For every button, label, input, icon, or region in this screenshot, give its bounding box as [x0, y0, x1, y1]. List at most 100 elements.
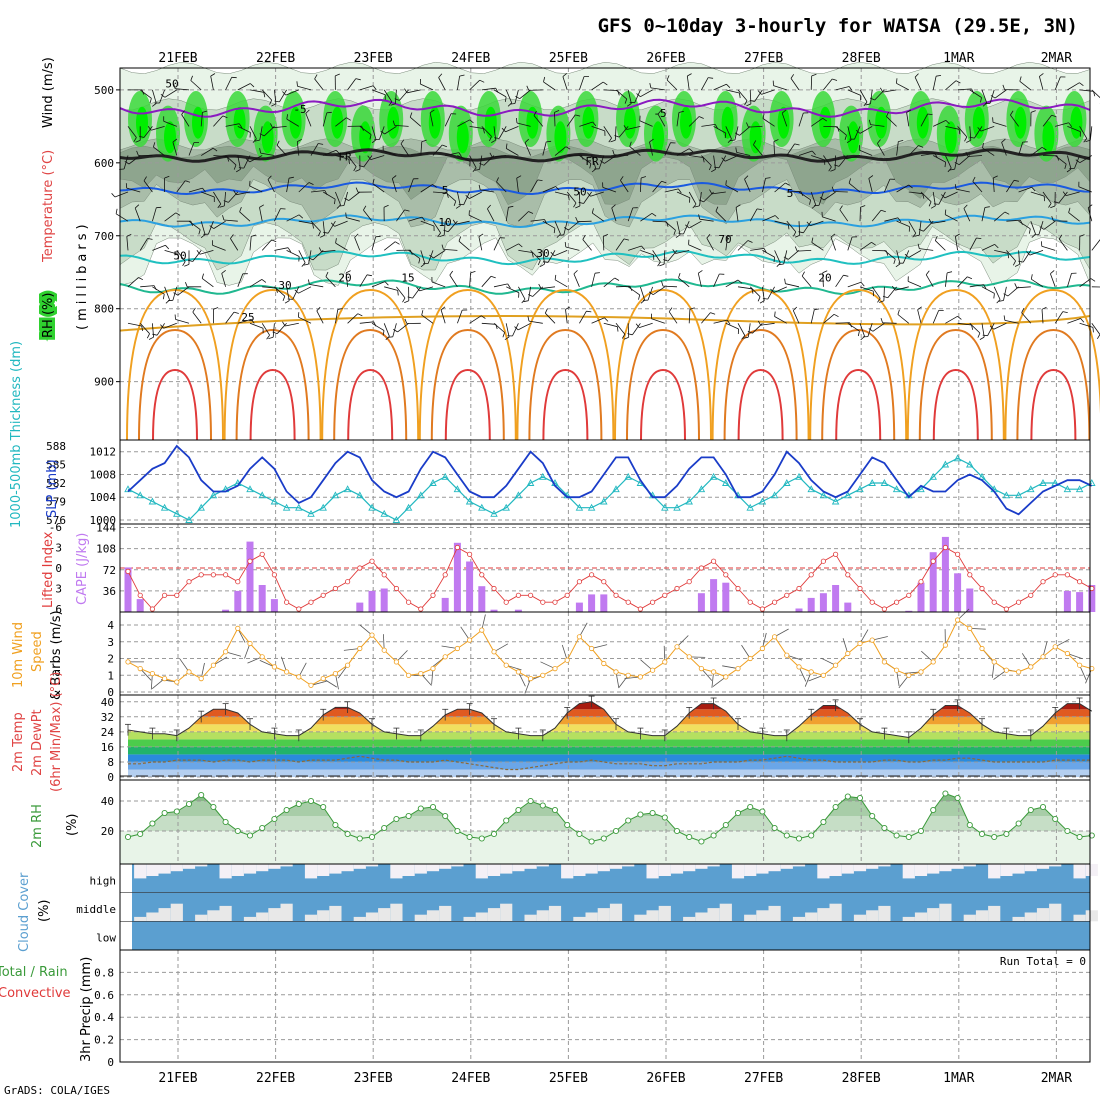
upper-air-ylabel: RH (%) Temperature (°C) Wind (m/s) (mill… — [38, 57, 90, 341]
wind-barb — [945, 80, 957, 91]
wind-barb-flag — [860, 205, 866, 208]
wind-barb-flag — [458, 152, 462, 158]
wind-barb — [834, 155, 836, 170]
surface-wind-barb — [842, 638, 849, 654]
wind-barb — [678, 277, 690, 288]
wind-barb-flag — [524, 138, 529, 143]
wind-barb — [626, 125, 641, 130]
wind-barb-flag — [164, 175, 170, 179]
surface-wind-barb — [179, 658, 190, 673]
very-high-rh-patch — [192, 106, 204, 139]
rh-point — [307, 797, 315, 805]
wind-speed-point — [210, 662, 216, 668]
high-cloud-gap — [744, 864, 757, 876]
wind-barb-flag — [710, 312, 716, 315]
temperature-tick-label: 32 — [101, 711, 114, 724]
contour-label: 25 — [241, 311, 254, 324]
wind-barb — [469, 315, 482, 324]
very-high-rh-patch — [387, 106, 400, 139]
wind-barb — [1079, 126, 1088, 139]
wind-barb-flag — [1051, 114, 1057, 118]
lifted-index-point — [796, 585, 802, 592]
date-label-top: 21FEB — [158, 51, 197, 66]
very-high-rh-patch — [749, 121, 762, 154]
thickness-tick-label: 585 — [46, 459, 66, 472]
cape-bar — [490, 609, 498, 612]
wind-barb-flag — [261, 279, 267, 283]
wind-barb — [259, 126, 263, 141]
contour-label: -5 — [293, 103, 306, 116]
wind-barb-flag — [515, 95, 520, 100]
temperature-band — [128, 762, 1090, 770]
wind-barb-flag — [326, 111, 332, 114]
thickness-point — [490, 509, 498, 517]
lifted-index-point — [454, 544, 460, 551]
wind-barb — [566, 114, 576, 127]
wind-barb-flag — [393, 329, 398, 333]
high-cloud-gap — [158, 864, 171, 874]
wind-barb — [592, 212, 605, 222]
lifted-index-point — [418, 606, 424, 612]
wind-speed-point — [320, 675, 326, 682]
wind-barb — [363, 209, 373, 222]
wind-barb — [1018, 141, 1024, 156]
wind-barb — [652, 220, 667, 223]
cape-bar — [966, 588, 974, 612]
very-high-rh-patch — [359, 121, 372, 154]
wind-barb — [274, 286, 286, 297]
wind-barb — [676, 191, 690, 199]
wind-barb-flag — [565, 146, 571, 150]
thickness-tick-label: 588 — [46, 440, 66, 453]
wind-barb — [210, 76, 214, 90]
wind-barb — [468, 214, 482, 222]
wind-barb — [1067, 155, 1072, 170]
wind-barb — [152, 207, 157, 222]
lifted-index-point — [857, 585, 863, 592]
wind-barb — [177, 286, 190, 296]
wind-barb — [565, 246, 580, 251]
wind-barb — [554, 146, 567, 156]
surface-wind-barb — [431, 668, 434, 685]
wind-speed-point — [576, 634, 583, 640]
wind-barb — [345, 272, 348, 287]
wind-barb — [639, 120, 653, 127]
wind-barb — [603, 126, 612, 139]
thickness-point — [526, 479, 535, 486]
very-high-rh-patch — [456, 121, 469, 154]
wind-barb — [469, 155, 477, 169]
wind-barb-flag — [254, 139, 260, 142]
wind-barb-flag — [977, 127, 982, 132]
wind-barb-flag — [895, 263, 901, 268]
date-label-top: 24FEB — [451, 51, 490, 66]
wind-barb — [469, 272, 471, 287]
wind-barb — [629, 146, 641, 156]
high-cloud-gap — [439, 864, 452, 869]
wind-tick-label: 3 — [107, 636, 114, 649]
wind-barb — [505, 207, 509, 222]
wind-speed-point — [662, 659, 668, 665]
thickness-point — [307, 509, 315, 517]
wind-speed-point — [979, 645, 985, 652]
wind-barb-flag — [594, 272, 600, 274]
high-cloud-gap — [219, 864, 232, 879]
wind-barb — [1091, 239, 1100, 251]
wind-barb-flag — [251, 234, 257, 237]
wind-barb — [298, 316, 312, 324]
wind-barb-flag — [369, 134, 372, 140]
thickness-point — [1039, 479, 1047, 486]
precip-tick-label: 0 — [107, 1056, 114, 1069]
wind-barb-flag — [957, 315, 962, 320]
wind-barb — [554, 249, 568, 257]
rh-point — [673, 827, 681, 835]
very-high-rh-patch — [289, 106, 302, 139]
middle-cloud-gap — [219, 905, 232, 922]
wind-barb — [897, 314, 910, 324]
wind-barb-flag — [526, 85, 530, 91]
wind-barb-flag — [345, 270, 351, 274]
wind-barb-flag — [147, 238, 153, 240]
wind-speed-point — [918, 669, 924, 675]
wind-barb — [835, 322, 850, 324]
wind-barb-flag — [636, 93, 641, 98]
high-cloud-gap — [817, 864, 830, 879]
